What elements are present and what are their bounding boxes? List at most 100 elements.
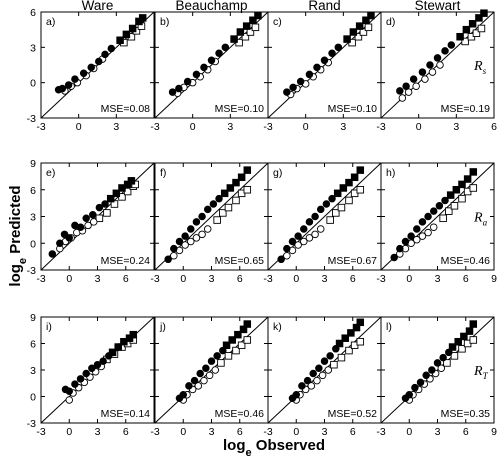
filled-circle-point: [300, 225, 308, 233]
filled-circle-point: [316, 205, 325, 214]
filled-square-point: [239, 325, 248, 334]
open-circle-point: [307, 382, 316, 390]
panel-label: i): [46, 321, 52, 333]
open-circle-point: [200, 376, 208, 385]
open-circle-point: [84, 221, 92, 230]
filled-circle-point: [87, 63, 95, 72]
x-tick-label: 6: [350, 426, 356, 438]
filled-circle-point: [164, 255, 172, 264]
panel-label: a): [46, 16, 55, 28]
open-circle-point: [300, 237, 308, 246]
filled-square-point: [345, 178, 353, 187]
filled-circle-point: [181, 232, 189, 240]
filled-square-point: [352, 323, 361, 332]
open-square-point: [330, 360, 338, 369]
open-circle-point: [211, 366, 220, 374]
x-tick-label: 6: [123, 426, 129, 438]
filled-circle-point: [79, 69, 88, 77]
column-title: Rand: [308, 0, 340, 13]
filled-square-point: [362, 16, 370, 24]
filled-square-point: [469, 168, 478, 176]
open-circle-point: [424, 228, 432, 237]
mse-label: MSE=0.65: [215, 255, 264, 267]
panel-c: -3 0 3 c) MSE=0.10: [263, 11, 382, 133]
filled-circle-point: [418, 68, 427, 76]
filled-square-point: [446, 191, 455, 199]
panel-label: l): [386, 321, 392, 333]
panel-label: h): [386, 167, 395, 179]
y-tick-label: 3: [30, 212, 36, 224]
x-tick-label: 6: [463, 426, 469, 438]
open-square-point: [477, 24, 486, 33]
row-label: Ra: [473, 211, 488, 228]
open-square-point: [458, 345, 466, 353]
open-square-point: [445, 207, 453, 215]
row-label-sub: a: [483, 218, 488, 228]
open-circle-point: [305, 234, 314, 242]
open-square-point: [217, 359, 225, 367]
panel-label: g): [273, 167, 282, 179]
x-tick-label: 0: [66, 426, 72, 438]
open-circle-point: [198, 230, 206, 239]
filled-circle-point: [207, 56, 216, 65]
filled-circle-point: [88, 364, 96, 372]
filled-square-point: [339, 184, 348, 192]
row-label-sub: T: [483, 371, 489, 381]
x-tick-label: 6: [237, 273, 243, 285]
filled-circle-point: [418, 218, 427, 226]
column-title: Ware: [82, 0, 114, 13]
filled-circle-point: [416, 378, 425, 387]
open-square-point: [354, 32, 363, 41]
filled-circle-point: [58, 84, 67, 93]
filled-circle-point: [429, 207, 438, 215]
open-square-point: [337, 353, 346, 362]
filled-square-point: [350, 173, 359, 182]
filled-circle-point: [207, 357, 216, 365]
open-circle-point: [412, 82, 420, 90]
filled-square-point: [237, 173, 246, 182]
open-square-point: [103, 209, 111, 217]
open-circle-point: [65, 396, 73, 404]
filled-circle-point: [433, 359, 442, 367]
filled-square-point: [220, 189, 229, 198]
filled-circle-point: [76, 375, 85, 383]
x-tick-label: 0: [303, 121, 309, 133]
filled-circle-point: [396, 244, 404, 253]
filled-square-point: [230, 35, 238, 43]
open-circle-point: [436, 61, 444, 69]
y-tick-label: 6: [30, 339, 36, 351]
y-tick-label: 3: [30, 42, 36, 54]
filled-circle-point: [71, 380, 79, 388]
filled-circle-point: [407, 232, 415, 240]
filled-square-point: [128, 24, 137, 33]
panel-h: -3 0 3 6 9 h) MSE=0.46: [376, 162, 497, 285]
filled-square-point: [228, 336, 236, 344]
panel-a: -3 0 3 -3 0 3 6 a) MSE=0.08: [27, 7, 155, 133]
filled-circle-point: [56, 239, 64, 247]
filled-circle-point: [215, 49, 223, 57]
mse-label: MSE=0.52: [328, 408, 377, 420]
mse-label: MSE=0.14: [101, 408, 150, 420]
filled-circle-point: [101, 50, 109, 59]
filled-circle-point: [426, 61, 434, 69]
one-to-one-line: [154, 316, 269, 424]
filled-circle-point: [320, 357, 329, 365]
filled-circle-point: [71, 75, 79, 83]
filled-circle-point: [334, 43, 343, 52]
open-square-point: [110, 200, 119, 208]
filled-square-point: [226, 184, 235, 192]
mse-label: MSE=0.08: [101, 103, 150, 115]
x-tick-label: 3: [113, 121, 119, 133]
filled-circle-point: [221, 43, 230, 52]
filled-square-point: [333, 189, 342, 198]
x-tick-label: 6: [123, 273, 129, 285]
x-tick-label: 3: [435, 273, 441, 285]
open-circle-point: [398, 94, 407, 102]
filled-circle-point: [309, 369, 317, 378]
filled-circle-point: [65, 234, 73, 242]
open-square-point: [469, 336, 478, 344]
y-tick-label: 0: [30, 78, 36, 90]
row-label: Rs: [473, 59, 487, 76]
filled-circle-point: [422, 371, 430, 380]
